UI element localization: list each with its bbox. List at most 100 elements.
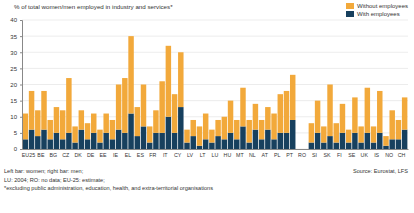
bar-segment bbox=[54, 107, 59, 133]
bar-segment bbox=[309, 123, 314, 142]
bar-segment bbox=[103, 114, 108, 133]
bar-segment bbox=[191, 120, 196, 136]
bar-segment bbox=[66, 78, 71, 133]
legend-label: With employees bbox=[357, 11, 400, 17]
bar-segment bbox=[122, 133, 127, 149]
chart: 0510152025303540EU25BEBGCZDKDEEEIEELESFR… bbox=[0, 0, 414, 213]
y-tick-mark bbox=[20, 133, 22, 134]
bar-segment bbox=[29, 91, 34, 130]
bar-segment bbox=[377, 133, 382, 149]
bar-segment bbox=[116, 130, 121, 149]
x-tick-label: BG bbox=[50, 152, 58, 158]
bar-segment bbox=[23, 139, 28, 149]
x-tick: SE bbox=[348, 149, 356, 158]
y-axis-line bbox=[20, 21, 23, 150]
y-tick-mark bbox=[20, 149, 22, 150]
bar-segment bbox=[23, 114, 28, 140]
bar-segment bbox=[128, 114, 133, 149]
bar-segment bbox=[334, 123, 339, 142]
x-tick: LV bbox=[187, 149, 194, 158]
bar-segment bbox=[271, 139, 276, 149]
y-tick-mark bbox=[20, 68, 22, 69]
x-tick: CZ bbox=[62, 149, 70, 158]
y-tick-label: 25 bbox=[10, 66, 17, 72]
bar-segment bbox=[85, 123, 90, 139]
x-tick-label: BE bbox=[37, 152, 45, 158]
bar-segment bbox=[153, 110, 158, 133]
bar-segment bbox=[209, 130, 214, 143]
x-tick: IT bbox=[162, 149, 168, 158]
bar-segment bbox=[315, 101, 320, 133]
bar-segment bbox=[265, 130, 270, 149]
y-tick-label: 15 bbox=[10, 98, 17, 104]
bar-segment bbox=[383, 146, 388, 149]
x-tick-label: ES bbox=[137, 152, 145, 158]
x-tick-label: EU25 bbox=[22, 152, 35, 158]
bar-segment bbox=[271, 114, 276, 140]
bar-segment bbox=[309, 143, 314, 149]
bar-segment bbox=[178, 52, 183, 107]
y-tick-mark bbox=[20, 85, 22, 86]
notes: Left bar: women; right bar: men;LU: 2004… bbox=[4, 168, 408, 191]
bar-segment bbox=[135, 136, 140, 149]
bar-segment bbox=[402, 130, 407, 149]
bar-segment bbox=[383, 136, 388, 146]
x-tick: FR bbox=[149, 149, 156, 158]
x-tick: FI bbox=[336, 149, 341, 158]
x-tick-label: SE bbox=[348, 152, 356, 158]
x-tick: ES bbox=[137, 149, 145, 158]
y-tick-label: 20 bbox=[10, 82, 17, 88]
x-tick: SK bbox=[323, 149, 331, 158]
bar-segment bbox=[222, 139, 227, 149]
grid-line bbox=[22, 68, 408, 69]
y-tick-mark bbox=[20, 36, 22, 37]
bar-segment bbox=[191, 136, 196, 149]
bar-segment bbox=[203, 139, 208, 149]
bar-segment bbox=[228, 133, 233, 149]
bar-segment bbox=[346, 143, 351, 149]
bar-segment bbox=[346, 130, 351, 143]
x-tick-label: LV bbox=[187, 152, 194, 158]
x-tick-label: RO bbox=[298, 152, 306, 158]
bar-segment bbox=[215, 136, 220, 149]
y-axis: 0510152025303540 bbox=[10, 17, 22, 152]
x-tick-label: EL bbox=[125, 152, 132, 158]
y-tick-label: 10 bbox=[10, 114, 17, 120]
grid-line bbox=[22, 84, 408, 85]
series bbox=[23, 36, 408, 146]
bar-segment bbox=[159, 81, 164, 133]
y-tick: 20 bbox=[10, 82, 22, 88]
bars bbox=[23, 36, 408, 149]
bar-segment bbox=[147, 126, 152, 142]
bar-segment bbox=[203, 114, 208, 140]
bar-segment bbox=[340, 104, 345, 133]
bar-segment bbox=[110, 120, 115, 139]
x-tick-label: SK bbox=[323, 152, 331, 158]
bar-segment bbox=[141, 126, 146, 149]
bar-segment bbox=[147, 143, 152, 149]
x-tick-label: MT bbox=[236, 152, 244, 158]
x-tick: NL bbox=[249, 149, 256, 158]
bar-segment bbox=[377, 91, 382, 133]
x-tick: PL bbox=[274, 149, 281, 158]
x-tick: EL bbox=[125, 149, 132, 158]
y-axis-title: % of total women/men employed in industr… bbox=[14, 3, 173, 10]
bar-segment bbox=[358, 143, 363, 149]
bar-segment bbox=[315, 133, 320, 149]
x-tick-label: NO bbox=[385, 152, 393, 158]
x-tick: EE bbox=[100, 149, 108, 158]
bar-segment bbox=[60, 139, 65, 149]
bar-segment bbox=[334, 143, 339, 149]
x-tick: IS bbox=[374, 149, 380, 158]
bar-segment bbox=[97, 130, 102, 143]
series bbox=[23, 107, 408, 149]
bar-segment bbox=[166, 46, 171, 117]
y-tick-label: 0 bbox=[14, 146, 18, 152]
bar-segment bbox=[228, 101, 233, 133]
x-tick: LU bbox=[212, 149, 219, 158]
bar-segment bbox=[178, 107, 183, 149]
source: Source: Eurostat, LFS bbox=[353, 168, 408, 174]
x-axis-line bbox=[23, 149, 409, 150]
y-tick-label: 40 bbox=[10, 17, 17, 23]
bar-segment bbox=[352, 97, 357, 132]
